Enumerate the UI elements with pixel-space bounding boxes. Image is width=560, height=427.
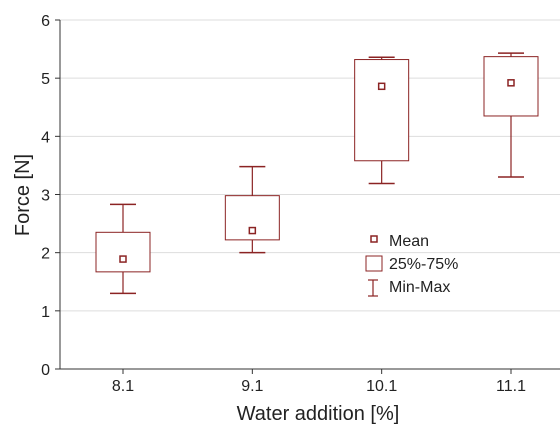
y-tick-label: 3 <box>41 188 50 205</box>
x-tick-label: 8.1 <box>112 378 134 395</box>
y-axis-title: Force [N] <box>12 154 34 236</box>
x-tick-label: 9.1 <box>241 378 263 395</box>
box-8.1 <box>95 203 151 295</box>
legend-box-label: 25%-75% <box>389 256 458 273</box>
legend-whisker-icon <box>368 279 378 297</box>
mean-marker <box>377 82 386 91</box>
box-10.1 <box>354 56 410 185</box>
y-tick-label: 5 <box>41 71 50 88</box>
mean-marker <box>507 79 515 87</box>
legend-box-icon <box>365 255 383 272</box>
y-ticks: 0 1 2 3 4 5 6 <box>41 13 60 379</box>
mean-marker <box>119 255 127 263</box>
x-tick-label: 11.1 <box>496 378 526 395</box>
y-tick-label: 6 <box>41 13 50 30</box>
box-11.1 <box>483 52 539 178</box>
legend-mean-icon <box>370 235 378 243</box>
legend-mean-label: Mean <box>389 233 429 250</box>
boxes <box>95 52 539 295</box>
y-tick-label: 2 <box>41 246 50 263</box>
y-tick-label: 1 <box>41 304 50 321</box>
x-ticks: 8.1 9.1 10.1 11.1 <box>112 369 526 395</box>
box-9.1 <box>224 165 280 254</box>
y-tick-label: 4 <box>41 129 50 146</box>
legend: Mean 25%-75% Min-Max <box>365 233 458 297</box>
x-tick-label: 10.1 <box>366 378 397 395</box>
x-axis-title: Water addition [%] <box>237 403 400 425</box>
iqr-box <box>95 231 151 273</box>
iqr-box <box>354 59 410 162</box>
y-tick-label: 0 <box>41 362 50 379</box>
legend-whisker-label: Min-Max <box>389 279 450 296</box>
mean-marker <box>248 226 257 235</box>
